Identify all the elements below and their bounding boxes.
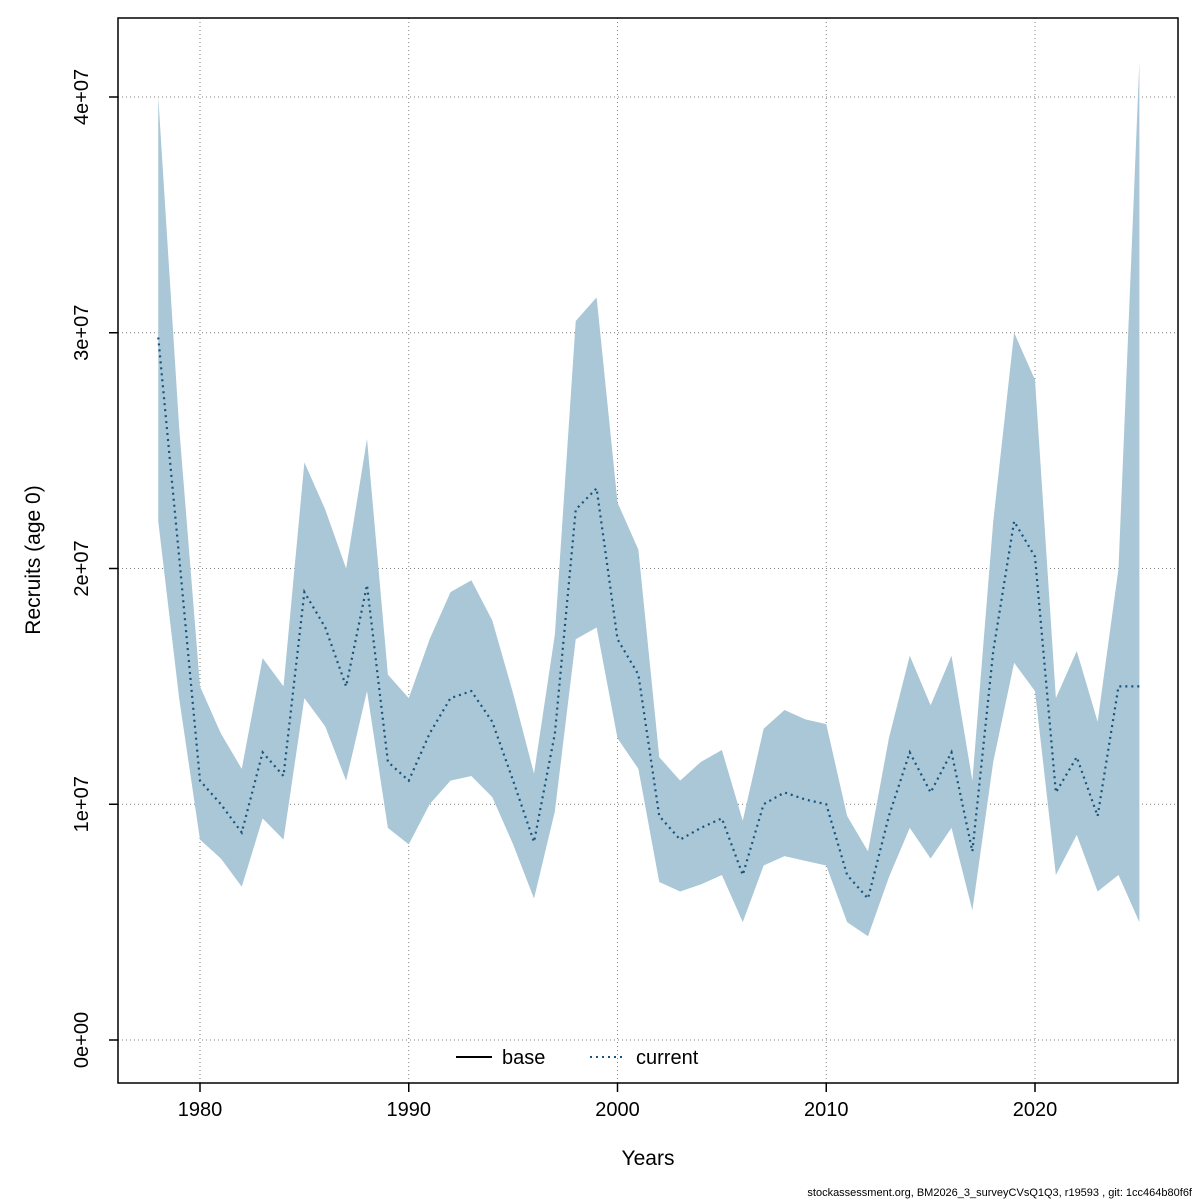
legend-current-label: current bbox=[636, 1047, 699, 1069]
x-tick-label: 2000 bbox=[595, 1099, 640, 1121]
x-tick-label: 1980 bbox=[178, 1099, 223, 1121]
y-tick-label: 2e+07 bbox=[71, 540, 93, 596]
axis-ticks bbox=[109, 96, 1036, 1092]
legend-base-label: base bbox=[502, 1047, 545, 1069]
footer-caption: stockassessment.org, BM2026_3_surveyCVsQ… bbox=[807, 1187, 1193, 1199]
y-axis-title: Recruits (age 0) bbox=[22, 485, 45, 634]
legend: base current bbox=[456, 1047, 699, 1069]
y-tick-label: 4e+07 bbox=[71, 69, 93, 125]
x-tick-label: 1990 bbox=[387, 1099, 432, 1121]
axis-tick-labels: 1980 1990 2000 2010 2020 0e+00 1e+07 2e+07 3e+07… bbox=[71, 69, 1057, 1121]
confidence-band-area bbox=[158, 61, 1140, 937]
y-tick-label: 3e+07 bbox=[71, 305, 93, 361]
y-tick-label: 1e+07 bbox=[71, 776, 93, 832]
x-tick-label: 2010 bbox=[804, 1099, 849, 1121]
y-tick-label: 0e+00 bbox=[71, 1012, 93, 1068]
x-tick-label: 2020 bbox=[1013, 1099, 1058, 1121]
confidence-band bbox=[158, 61, 1140, 937]
plot-border bbox=[117, 17, 1179, 1084]
x-axis-title: Years bbox=[622, 1147, 675, 1170]
